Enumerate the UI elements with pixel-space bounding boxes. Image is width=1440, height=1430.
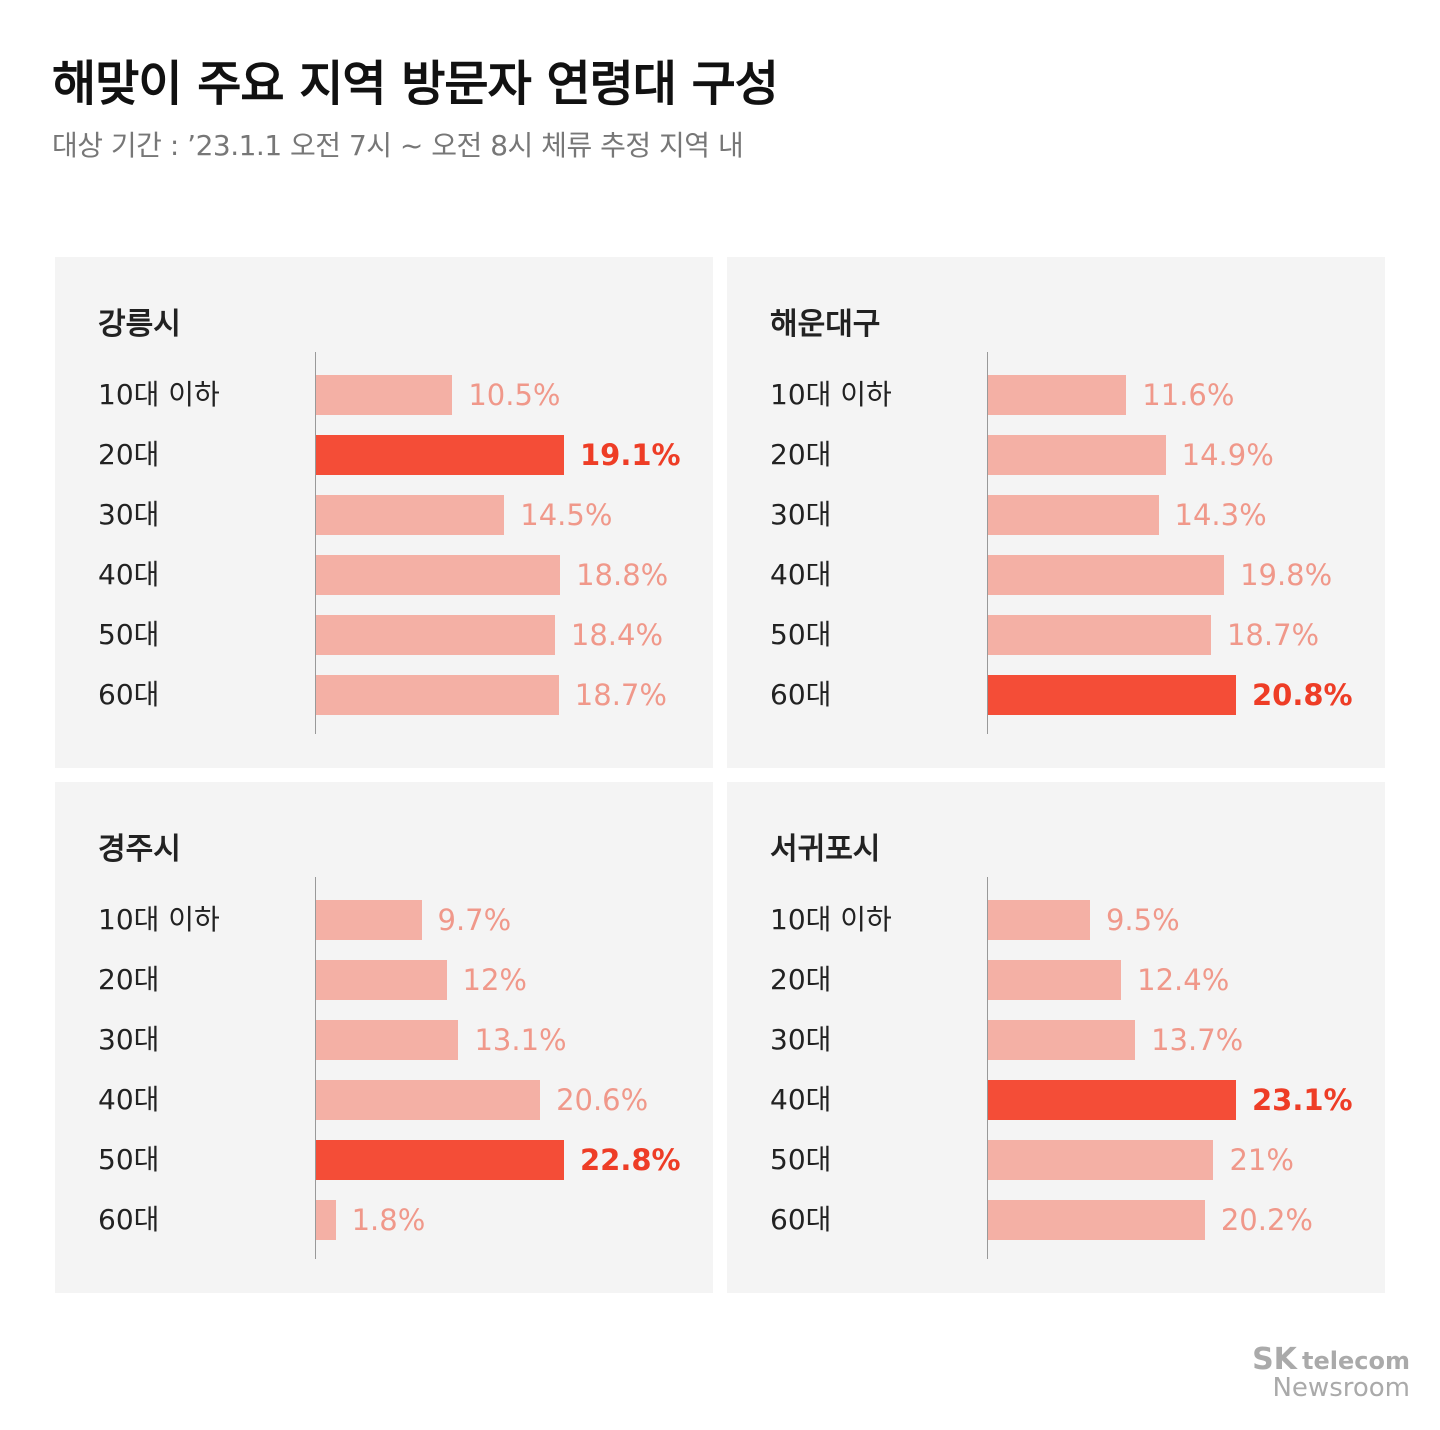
bar xyxy=(988,375,1127,415)
data-label: 14.3% xyxy=(1174,498,1267,532)
bar xyxy=(316,1020,459,1060)
bar xyxy=(988,615,1211,655)
data-label: 20.8% xyxy=(1252,678,1353,712)
bar xyxy=(988,555,1225,595)
y-axis-line xyxy=(987,352,988,734)
bar-highlight xyxy=(988,1080,1236,1120)
bar xyxy=(988,1140,1214,1180)
category-label: 20대 xyxy=(770,963,832,996)
category-label: 50대 xyxy=(98,1143,160,1176)
page-subtitle: 대상 기간 : ’23.1.1 오전 7시 ~ 오전 8시 체류 추정 지역 내 xyxy=(52,129,744,162)
chart-title: 해운대구 xyxy=(770,307,881,342)
bar-highlight xyxy=(316,1140,564,1180)
category-label: 50대 xyxy=(770,618,832,651)
category-label: 10대 이하 xyxy=(770,903,892,936)
data-label: 18.7% xyxy=(1226,618,1320,652)
data-label: 19.8% xyxy=(1240,558,1333,592)
bar xyxy=(316,675,559,715)
chart-panel: 서귀포시 10대 이하 9.5% 20대 12.4% 30대 13.7% 40대 23.1% 50… xyxy=(727,782,1385,1293)
bar xyxy=(316,375,453,415)
logo-brand: SK xyxy=(1252,1342,1297,1377)
data-label: 9.5% xyxy=(1105,903,1180,937)
data-label: 18.8% xyxy=(576,558,669,592)
chart-panel: 해운대구 10대 이하 11.6% 20대 14.9% 30대 14.3% 40대 19.8% 5… xyxy=(727,257,1385,768)
data-label: 20.6% xyxy=(556,1083,649,1117)
data-label: 23.1% xyxy=(1252,1083,1353,1117)
chart-title: 강릉시 xyxy=(98,307,181,342)
category-label: 30대 xyxy=(770,498,832,531)
category-label: 60대 xyxy=(770,678,832,711)
bar xyxy=(316,1080,541,1120)
category-label: 30대 xyxy=(770,1023,832,1056)
bar xyxy=(316,495,505,535)
category-label: 40대 xyxy=(770,1083,832,1116)
category-label: 50대 xyxy=(770,1143,832,1176)
category-label: 40대 xyxy=(98,1083,160,1116)
category-label: 10대 이하 xyxy=(98,903,220,936)
data-label: 19.1% xyxy=(580,438,681,472)
category-label: 50대 xyxy=(98,618,160,651)
bar xyxy=(988,960,1122,1000)
data-label: 11.6% xyxy=(1142,378,1235,412)
data-label: 13.7% xyxy=(1151,1023,1244,1057)
data-label: 1.8% xyxy=(351,1203,426,1237)
bar xyxy=(988,495,1159,535)
data-label: 14.9% xyxy=(1181,438,1274,472)
logo-brand2: telecom xyxy=(1302,1347,1410,1375)
data-label: 12% xyxy=(462,963,527,997)
data-label: 13.1% xyxy=(474,1023,567,1057)
category-label: 60대 xyxy=(770,1203,832,1236)
category-label: 20대 xyxy=(770,438,832,471)
data-label: 18.4% xyxy=(570,618,664,652)
bar xyxy=(988,1200,1205,1240)
page-title: 해맞이 주요 지역 방문자 연령대 구성 xyxy=(52,56,779,112)
y-axis-line xyxy=(315,352,316,734)
sk-telecom-newsroom-logo: SK telecom Newsroom xyxy=(1252,1342,1410,1403)
category-label: 10대 이하 xyxy=(98,378,220,411)
bar xyxy=(316,615,555,655)
data-label: 14.5% xyxy=(520,498,613,532)
category-label: 10대 이하 xyxy=(770,378,892,411)
chart-title: 서귀포시 xyxy=(770,832,881,867)
category-label: 30대 xyxy=(98,1023,160,1056)
bar xyxy=(316,900,422,940)
data-label: 20.2% xyxy=(1220,1203,1313,1237)
logo-sub: Newsroom xyxy=(1272,1373,1410,1403)
category-label: 30대 xyxy=(98,498,160,531)
data-label: 12.4% xyxy=(1137,963,1230,997)
chart-panel: 강릉시 10대 이하 10.5% 20대 19.1% 30대 14.5% 40대 18.8% 50… xyxy=(55,257,713,768)
category-label: 60대 xyxy=(98,1203,160,1236)
y-axis-line xyxy=(987,877,988,1259)
data-label: 21% xyxy=(1229,1143,1294,1177)
bar-highlight xyxy=(988,675,1236,715)
category-label: 20대 xyxy=(98,438,160,471)
bar xyxy=(316,960,447,1000)
bar xyxy=(988,1020,1136,1060)
data-label: 18.7% xyxy=(574,678,667,712)
data-label: 9.7% xyxy=(437,903,512,937)
chart-panel: 경주시 10대 이하 9.7% 20대 12% 30대 13.1% 40대 20.6% 50대 22… xyxy=(55,782,713,1293)
bar xyxy=(988,900,1090,940)
category-label: 60대 xyxy=(98,678,160,711)
category-label: 40대 xyxy=(770,558,832,591)
bar xyxy=(988,435,1166,475)
bar xyxy=(316,1200,336,1240)
bar-highlight xyxy=(316,435,564,475)
category-label: 20대 xyxy=(98,963,160,996)
category-label: 40대 xyxy=(98,558,160,591)
data-label: 22.8% xyxy=(580,1143,681,1177)
data-label: 10.5% xyxy=(468,378,561,412)
chart-title: 경주시 xyxy=(98,832,181,867)
y-axis-line xyxy=(315,877,316,1259)
bar xyxy=(316,555,561,595)
